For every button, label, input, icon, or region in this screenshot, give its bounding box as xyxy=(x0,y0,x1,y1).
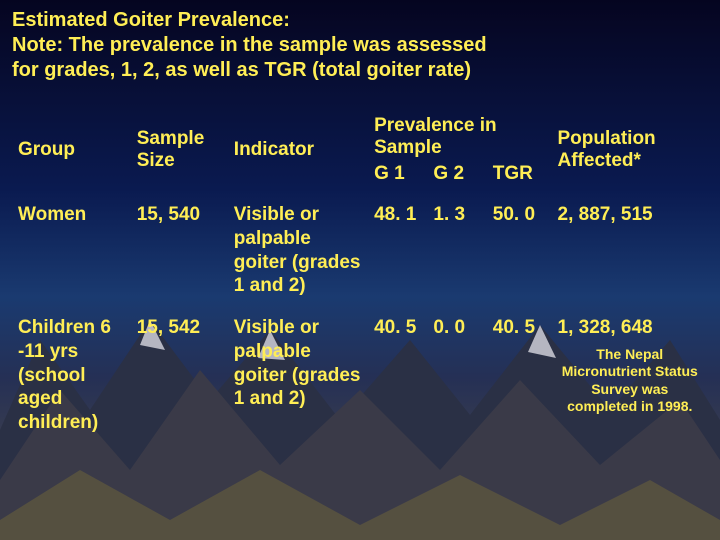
cell-tgr: 40. 5 xyxy=(487,302,552,439)
title-line-3: for grades, 1, 2, as well as TGR (total … xyxy=(12,58,708,83)
survey-footnote: The Nepal Micronutrient Status Survey wa… xyxy=(558,340,703,416)
header-g1: G 1 xyxy=(368,163,427,189)
header-prevalence: Prevalence in Sample xyxy=(368,111,551,163)
title-line-2: Note: The prevalence in the sample was a… xyxy=(12,33,708,58)
slide-title: Estimated Goiter Prevalence: Note: The p… xyxy=(12,8,708,83)
cell-tgr: 50. 0 xyxy=(487,189,552,302)
header-group: Group xyxy=(12,111,131,189)
cell-g2: 1. 3 xyxy=(427,189,486,302)
table-row: Women 15, 540 Visible or palpable goiter… xyxy=(12,189,708,302)
header-tgr: TGR xyxy=(487,163,552,189)
cell-group: Women xyxy=(12,189,131,302)
cell-sample-size: 15, 542 xyxy=(131,302,228,439)
title-line-1: Estimated Goiter Prevalence: xyxy=(12,8,708,33)
cell-indicator: Visible or palpable goiter (grades 1 and… xyxy=(228,302,368,439)
header-g2: G 2 xyxy=(427,163,486,189)
table-row: Children 6 -11 yrs (school aged children… xyxy=(12,302,708,439)
header-population: Population Affected* xyxy=(552,111,709,189)
cell-population: 1, 328, 648 The Nepal Micronutrient Stat… xyxy=(552,302,709,439)
population-value: 1, 328, 648 xyxy=(558,316,703,340)
cell-g1: 40. 5 xyxy=(368,302,427,439)
cell-group: Children 6 -11 yrs (school aged children… xyxy=(12,302,131,439)
header-sample-size: Sample Size xyxy=(131,111,228,189)
cell-population: 2, 887, 515 xyxy=(552,189,709,302)
goiter-table: Group Sample Size Indicator Prevalence i… xyxy=(12,111,708,439)
cell-sample-size: 15, 540 xyxy=(131,189,228,302)
slide-content: Estimated Goiter Prevalence: Note: The p… xyxy=(0,0,720,540)
cell-g1: 48. 1 xyxy=(368,189,427,302)
header-indicator: Indicator xyxy=(228,111,368,189)
cell-indicator: Visible or palpable goiter (grades 1 and… xyxy=(228,189,368,302)
cell-g2: 0. 0 xyxy=(427,302,486,439)
